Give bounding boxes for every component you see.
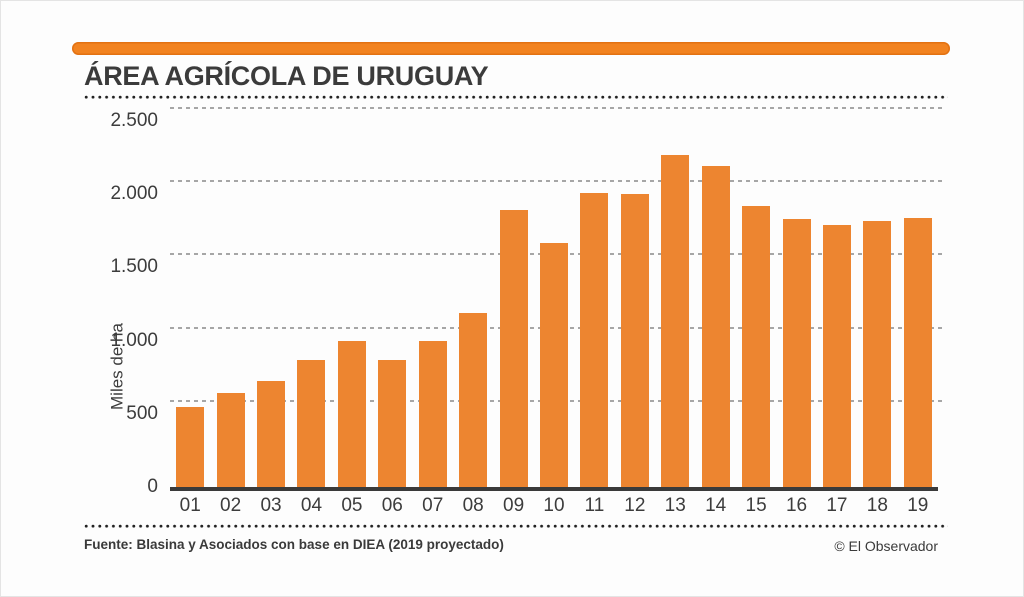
bar-14 (701, 166, 730, 487)
x-tick-label-06: 06 (381, 495, 403, 516)
bar-05 (337, 340, 366, 487)
brand-accent-bar (72, 42, 950, 55)
bar-18 (863, 220, 892, 487)
bar-01 (176, 407, 205, 487)
gridline-2.500 (170, 107, 945, 109)
bar-11 (580, 193, 609, 487)
x-axis-line (170, 487, 938, 491)
y-tick-label: 2.500 (110, 110, 158, 131)
y-tick-label: 0 (147, 476, 158, 497)
x-tick-label-18: 18 (866, 495, 888, 516)
bar-12 (620, 194, 649, 487)
area-chart: Miles de ha 0 500 1.000 1.500 2.000 2.500 01 02… (0, 100, 1024, 520)
x-tick-label-19: 19 (907, 495, 929, 516)
y-tick-label: 1.500 (110, 256, 158, 278)
x-tick-label-01: 01 (179, 495, 201, 516)
x-tick-label-03: 03 (260, 495, 282, 516)
source-note: Fuente: Blasina y Asociados con base en … (84, 537, 504, 552)
bar-16 (782, 219, 811, 487)
footer-separator (84, 524, 948, 529)
bar-02 (216, 392, 245, 487)
x-tick-label-13: 13 (664, 495, 686, 516)
x-tick-label-15: 15 (745, 495, 767, 516)
bar-13 (661, 155, 690, 487)
y-tick-label: 1.000 (110, 329, 158, 351)
x-tick-label-02: 02 (220, 495, 242, 516)
bar-08 (459, 312, 488, 487)
x-tick-label-11: 11 (584, 495, 605, 516)
x-tick-label-14: 14 (705, 495, 727, 516)
title-separator (84, 95, 948, 100)
x-tick-label-09: 09 (503, 495, 525, 516)
bar-17 (822, 224, 851, 487)
x-tick-label-12: 12 (624, 495, 646, 516)
x-tick-label-08: 08 (462, 495, 484, 516)
bar-07 (418, 341, 447, 487)
bar-19 (903, 218, 932, 487)
x-tick-label-07: 07 (422, 495, 444, 516)
x-tick-label-04: 04 (300, 495, 323, 516)
y-tick-label: 2.000 (110, 183, 158, 205)
gridline-2.000 (170, 180, 945, 183)
x-tick-label-10: 10 (543, 495, 565, 516)
bar-03 (257, 380, 286, 487)
x-tick-label-16: 16 (785, 495, 808, 516)
page-title: ÁREA AGRÍCOLA DE URUGUAY (84, 61, 489, 91)
x-tick-label-17: 17 (826, 495, 848, 516)
bar-15 (742, 205, 771, 487)
x-tick-label-05: 05 (341, 495, 363, 516)
bar-06 (378, 359, 407, 487)
copyright-credit: © El Observador (834, 538, 938, 554)
bar-04 (297, 359, 326, 487)
bar-09 (499, 210, 528, 487)
bar-10 (540, 243, 568, 487)
y-tick-label: 500 (126, 402, 158, 424)
